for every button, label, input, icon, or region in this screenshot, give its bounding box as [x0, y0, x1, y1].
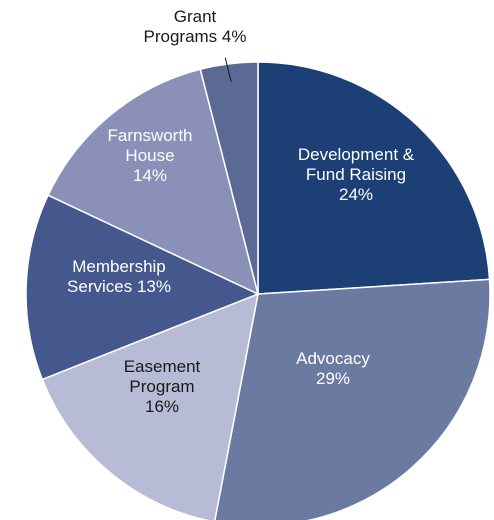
slice-label-advocacy: Advocacy 29%	[296, 349, 370, 388]
slice-label-development-fund-raising: Development & Fund Raising 24%	[298, 145, 415, 204]
slice-label-line: Advocacy	[296, 349, 370, 368]
slice-label-line: Fund Raising	[306, 165, 406, 184]
labels-layer: Development & Fund Raising 24% Advocacy 29% E…	[67, 7, 415, 416]
pie-slice-advocacy	[214, 278, 491, 520]
slice-label-line: Farnsworth	[107, 126, 192, 145]
slice-label-line: Grant	[174, 7, 217, 26]
leader-line-grant-programs	[224, 57, 232, 82]
slice-label-membership-services: Membership Services 13%	[67, 257, 171, 296]
slice-label-line: Membership	[72, 257, 166, 276]
slice-label-line: Services 13%	[67, 277, 171, 296]
slice-label-easement-program: Easement Program 16%	[124, 357, 201, 416]
slice-label-line: Development &	[298, 145, 415, 164]
slice-label-line: 16%	[145, 397, 179, 416]
pie-slice-membership-services	[25, 194, 260, 381]
slice-label-line: Program	[129, 377, 194, 396]
slice-label-line: Easement	[124, 357, 201, 376]
pie-slice-farnsworth-house	[47, 68, 260, 296]
pie-slice-grant-programs	[199, 61, 259, 295]
slices-layer	[25, 61, 491, 520]
slice-label-line: House	[125, 146, 174, 165]
slice-label-grant-programs: Grant Programs 4%	[144, 7, 247, 46]
slice-label-line: 14%	[133, 166, 167, 185]
slice-label-line: 24%	[339, 185, 373, 204]
slice-label-line: Programs 4%	[144, 27, 247, 46]
pie-slice-development-fund-raising	[257, 61, 491, 295]
pie-slice-easement-program	[41, 292, 259, 520]
slice-label-farnsworth-house: Farnsworth House 14%	[107, 126, 192, 185]
slice-label-line: 29%	[316, 369, 350, 388]
